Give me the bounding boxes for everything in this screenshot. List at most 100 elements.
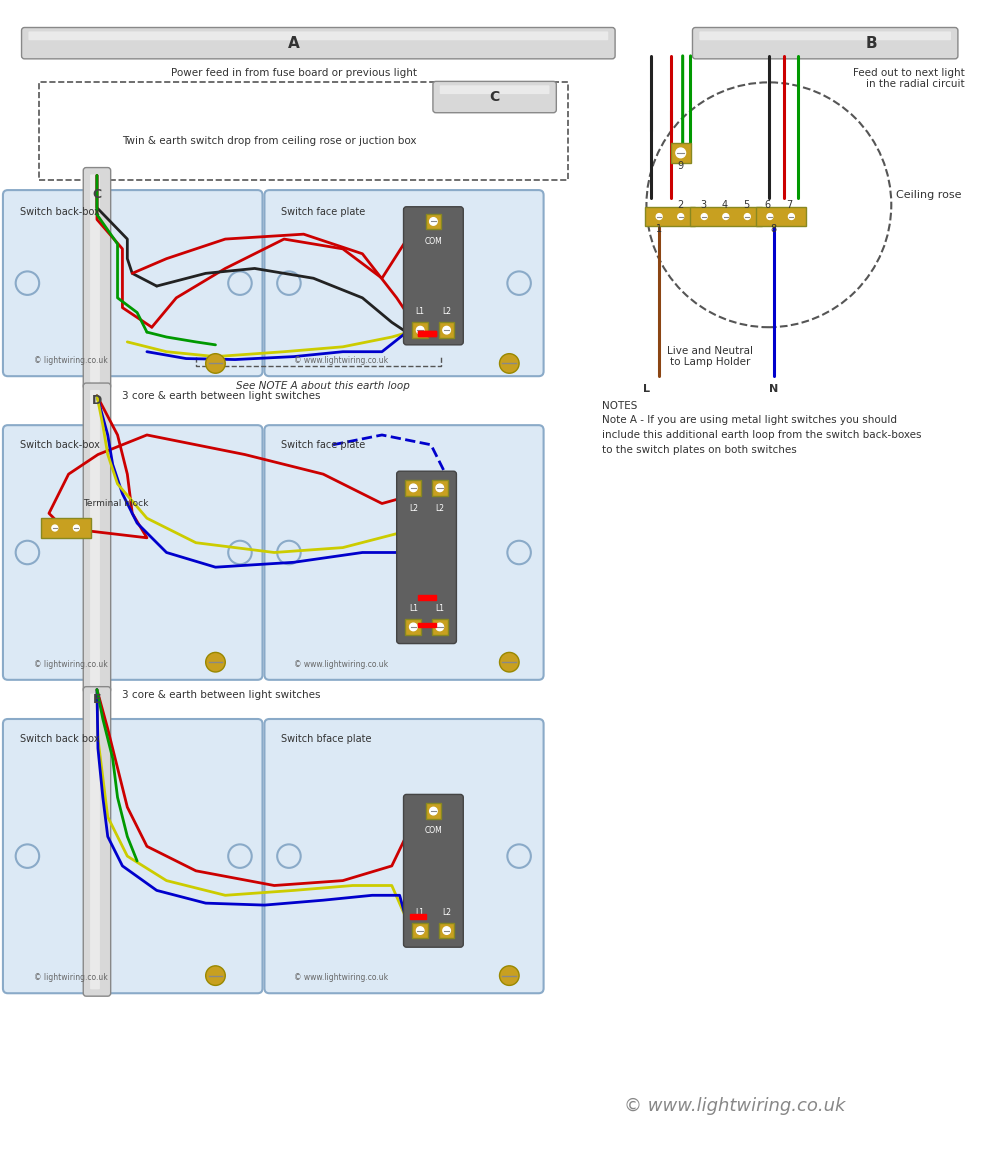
Circle shape: [656, 213, 662, 220]
Text: 3: 3: [700, 199, 706, 210]
Circle shape: [744, 213, 750, 220]
Circle shape: [416, 326, 424, 334]
Text: L2: L2: [435, 503, 444, 513]
FancyBboxPatch shape: [3, 190, 262, 377]
Text: 5: 5: [743, 199, 749, 210]
Circle shape: [410, 484, 417, 492]
Text: L2: L2: [442, 308, 451, 317]
FancyBboxPatch shape: [3, 719, 262, 993]
FancyBboxPatch shape: [692, 28, 958, 59]
Text: COM: COM: [425, 826, 442, 835]
FancyBboxPatch shape: [264, 425, 544, 680]
Text: 2: 2: [678, 199, 684, 210]
Circle shape: [430, 218, 437, 225]
Text: Twin & earth switch drop from ceiling rose or juction box: Twin & earth switch drop from ceiling ro…: [122, 136, 417, 146]
Bar: [410, 915, 426, 919]
Circle shape: [676, 147, 686, 158]
Circle shape: [500, 965, 519, 985]
Text: © lightwiring.co.uk: © lightwiring.co.uk: [34, 973, 108, 983]
FancyBboxPatch shape: [3, 425, 262, 680]
Circle shape: [701, 213, 707, 220]
FancyBboxPatch shape: [412, 923, 428, 939]
Text: © www.lightwiring.co.uk: © www.lightwiring.co.uk: [294, 973, 388, 983]
Circle shape: [430, 808, 437, 814]
FancyBboxPatch shape: [405, 619, 421, 635]
Circle shape: [436, 484, 444, 492]
Text: 7: 7: [786, 199, 793, 210]
FancyBboxPatch shape: [83, 167, 111, 389]
Text: Ceiling rose: Ceiling rose: [896, 190, 962, 200]
Circle shape: [73, 525, 79, 531]
Text: L1: L1: [416, 908, 425, 917]
Circle shape: [788, 213, 794, 220]
Text: L1: L1: [435, 604, 444, 613]
Text: 6: 6: [765, 199, 771, 210]
Text: See NOTE A about this earth loop: See NOTE A about this earth loop: [236, 381, 410, 391]
Text: A: A: [288, 36, 300, 51]
FancyBboxPatch shape: [90, 174, 100, 382]
FancyBboxPatch shape: [432, 619, 448, 635]
Bar: [418, 331, 436, 335]
Circle shape: [500, 652, 519, 672]
FancyBboxPatch shape: [90, 389, 100, 685]
FancyBboxPatch shape: [699, 31, 951, 40]
Circle shape: [206, 652, 225, 672]
FancyBboxPatch shape: [756, 206, 806, 226]
FancyBboxPatch shape: [404, 795, 463, 947]
Text: 3 core & earth between light switches: 3 core & earth between light switches: [122, 391, 321, 401]
FancyBboxPatch shape: [645, 206, 695, 226]
FancyBboxPatch shape: [439, 923, 454, 939]
Text: L2: L2: [409, 503, 418, 513]
Text: Switch back-box: Switch back-box: [20, 206, 99, 217]
FancyBboxPatch shape: [264, 719, 544, 993]
Text: Switch bface plate: Switch bface plate: [281, 734, 372, 744]
Text: © www.lightwiring.co.uk: © www.lightwiring.co.uk: [624, 1097, 845, 1115]
Text: N: N: [769, 384, 778, 394]
FancyBboxPatch shape: [440, 85, 549, 94]
Circle shape: [500, 354, 519, 373]
Text: 3 core & earth between light switches: 3 core & earth between light switches: [122, 690, 321, 699]
Text: 9: 9: [678, 160, 684, 170]
Text: © www.lightwiring.co.uk: © www.lightwiring.co.uk: [294, 660, 388, 669]
Text: Power feed in from fuse board or previous light: Power feed in from fuse board or previou…: [171, 68, 417, 77]
FancyBboxPatch shape: [90, 694, 100, 990]
Circle shape: [443, 927, 450, 934]
Text: E: E: [93, 692, 101, 706]
Text: C: C: [92, 189, 102, 202]
Circle shape: [52, 525, 58, 531]
Text: Terminal block: Terminal block: [83, 500, 149, 508]
Text: Switch face plate: Switch face plate: [281, 440, 365, 450]
Text: Switch back-box: Switch back-box: [20, 440, 99, 450]
FancyBboxPatch shape: [432, 480, 448, 495]
FancyBboxPatch shape: [426, 803, 441, 819]
FancyBboxPatch shape: [397, 471, 456, 644]
Circle shape: [436, 623, 444, 630]
Bar: [418, 596, 436, 600]
FancyBboxPatch shape: [264, 190, 544, 377]
Circle shape: [443, 326, 450, 334]
Bar: [418, 622, 436, 628]
Circle shape: [206, 354, 225, 373]
Bar: [418, 331, 436, 335]
Text: Switch back box: Switch back box: [20, 734, 99, 744]
Text: 4: 4: [722, 199, 728, 210]
FancyBboxPatch shape: [439, 323, 454, 338]
Text: 1: 1: [656, 225, 662, 234]
Circle shape: [767, 213, 773, 220]
Text: 8: 8: [771, 225, 777, 234]
Circle shape: [723, 213, 729, 220]
Text: © www.lightwiring.co.uk: © www.lightwiring.co.uk: [294, 356, 388, 365]
Text: L1: L1: [416, 308, 425, 317]
Text: C: C: [489, 90, 500, 104]
Text: B: B: [866, 36, 878, 51]
Text: Live and Neutral
to Lamp Holder: Live and Neutral to Lamp Holder: [667, 346, 753, 367]
FancyBboxPatch shape: [671, 143, 691, 162]
Text: COM: COM: [425, 237, 442, 247]
Text: D: D: [92, 394, 102, 407]
Circle shape: [678, 213, 684, 220]
Circle shape: [410, 623, 417, 630]
Text: L: L: [643, 384, 650, 394]
Text: L1: L1: [409, 604, 418, 613]
FancyBboxPatch shape: [22, 28, 615, 59]
FancyBboxPatch shape: [404, 206, 463, 344]
